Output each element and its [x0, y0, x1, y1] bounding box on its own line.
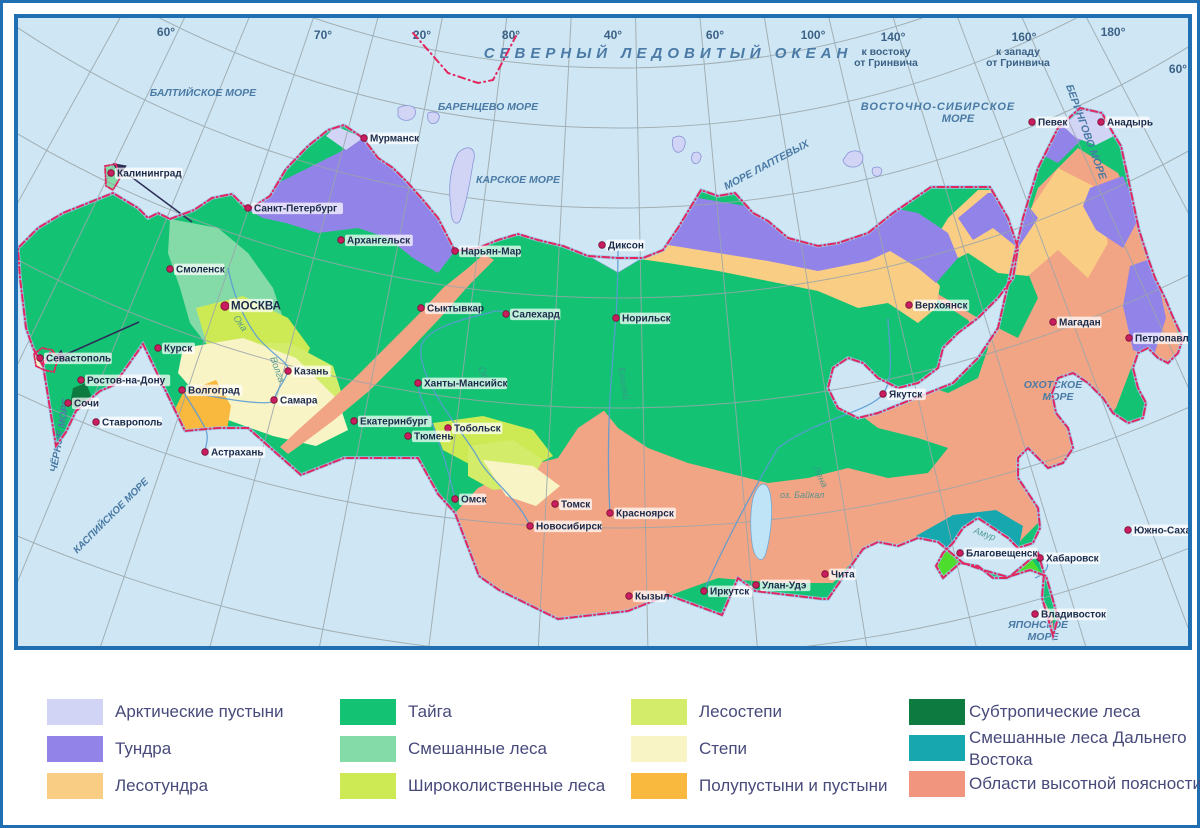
svg-text:Владивосток: Владивосток	[1041, 610, 1107, 621]
svg-text:Певек: Певек	[1038, 118, 1068, 129]
svg-text:КАРСКОЕ МОРЕ: КАРСКОЕ МОРЕ	[476, 174, 561, 186]
svg-text:Сыктывкар: Сыктывкар	[427, 304, 484, 315]
svg-text:от Гринвича: от Гринвича	[854, 57, 918, 69]
svg-text:Санкт-Петербург: Санкт-Петербург	[254, 203, 337, 215]
svg-text:Кызыл: Кызыл	[635, 592, 670, 603]
svg-text:140°: 140°	[881, 30, 906, 44]
svg-text:Норильск: Норильск	[622, 314, 672, 325]
svg-text:Ханты-Мансийск: Ханты-Мансийск	[424, 379, 509, 390]
svg-text:Тюмень: Тюмень	[414, 432, 454, 443]
svg-text:Улан-Удэ: Улан-Удэ	[762, 581, 807, 592]
svg-text:БАЛТИЙСКОЕ МОРЕ: БАЛТИЙСКОЕ МОРЕ	[150, 86, 257, 99]
svg-text:Астрахань: Астрахань	[211, 448, 264, 459]
svg-text:СЕВЕРНЫЙ ЛЕДОВИТЫЙ ОКЕАН: СЕВЕРНЫЙ ЛЕДОВИТЫЙ ОКЕАН	[484, 44, 853, 62]
svg-text:70°: 70°	[314, 28, 332, 42]
svg-text:Курск: Курск	[164, 344, 193, 355]
svg-text:Мурманск: Мурманск	[370, 134, 420, 145]
svg-text:Ростов-на-Дону: Ростов-на-Дону	[87, 376, 166, 387]
svg-text:Архангельск: Архангельск	[347, 236, 411, 247]
svg-text:ВОСТОЧНО-СИБИРСКОЕ: ВОСТОЧНО-СИБИРСКОЕ	[861, 101, 1015, 113]
svg-text:Якутск: Якутск	[889, 390, 923, 401]
svg-text:Томск: Томск	[561, 500, 591, 511]
svg-text:Омск: Омск	[461, 495, 488, 506]
svg-text:Казань: Казань	[294, 367, 329, 378]
svg-text:Самара: Самара	[280, 396, 318, 407]
svg-text:МОРЕ: МОРЕ	[942, 113, 975, 125]
svg-text:Сочи: Сочи	[74, 399, 99, 410]
svg-text:Хабаровск: Хабаровск	[1046, 553, 1100, 565]
svg-text:МОСКВА: МОСКВА	[231, 301, 281, 313]
svg-text:60°: 60°	[1169, 62, 1187, 76]
svg-text:180°: 180°	[1101, 25, 1126, 39]
svg-text:ЯПОНСКОЕ: ЯПОНСКОЕ	[1007, 619, 1069, 631]
svg-text:Калининград: Калининград	[117, 169, 182, 180]
svg-text:Красноярск: Красноярск	[616, 509, 675, 520]
svg-text:Новосибирск: Новосибирск	[536, 521, 603, 533]
svg-text:Южно-Сахалинск: Южно-Сахалинск	[1134, 526, 1192, 537]
svg-text:60°: 60°	[706, 28, 724, 42]
svg-text:Севастополь: Севастополь	[46, 354, 111, 365]
svg-text:БАРЕНЦЕВО МОРЕ: БАРЕНЦЕВО МОРЕ	[438, 101, 539, 113]
svg-text:оз. Байкал: оз. Байкал	[780, 490, 824, 500]
svg-text:60°: 60°	[157, 25, 175, 39]
svg-text:Екатеринбург: Екатеринбург	[360, 416, 428, 428]
svg-text:Магадан: Магадан	[1059, 318, 1101, 329]
svg-text:Салехард: Салехард	[512, 310, 561, 321]
svg-text:Ставрополь: Ставрополь	[102, 418, 162, 429]
svg-text:40°: 40°	[604, 28, 622, 42]
svg-text:Анадырь: Анадырь	[1107, 118, 1153, 129]
svg-text:Верхоянск: Верхоянск	[915, 301, 968, 312]
svg-text:Иркутск: Иркутск	[710, 587, 750, 598]
svg-text:от Гринвича: от Гринвича	[986, 57, 1050, 69]
svg-text:Волгоград: Волгоград	[188, 386, 240, 397]
svg-text:Диксон: Диксон	[608, 241, 644, 252]
svg-text:160°: 160°	[1012, 30, 1037, 44]
svg-text:МОРЕ: МОРЕ	[1043, 391, 1075, 403]
svg-text:100°: 100°	[801, 28, 826, 42]
svg-text:Тобольск: Тобольск	[454, 423, 502, 435]
svg-text:Петропавловск-Камчатский: Петропавловск-Камчатский	[1135, 334, 1192, 345]
svg-text:Благовещенск: Благовещенск	[966, 549, 1038, 560]
svg-text:Нарьян-Мар: Нарьян-Мар	[461, 247, 521, 258]
svg-text:Чита: Чита	[831, 570, 855, 581]
svg-text:Смоленск: Смоленск	[176, 265, 226, 276]
svg-text:80°: 80°	[502, 28, 520, 42]
